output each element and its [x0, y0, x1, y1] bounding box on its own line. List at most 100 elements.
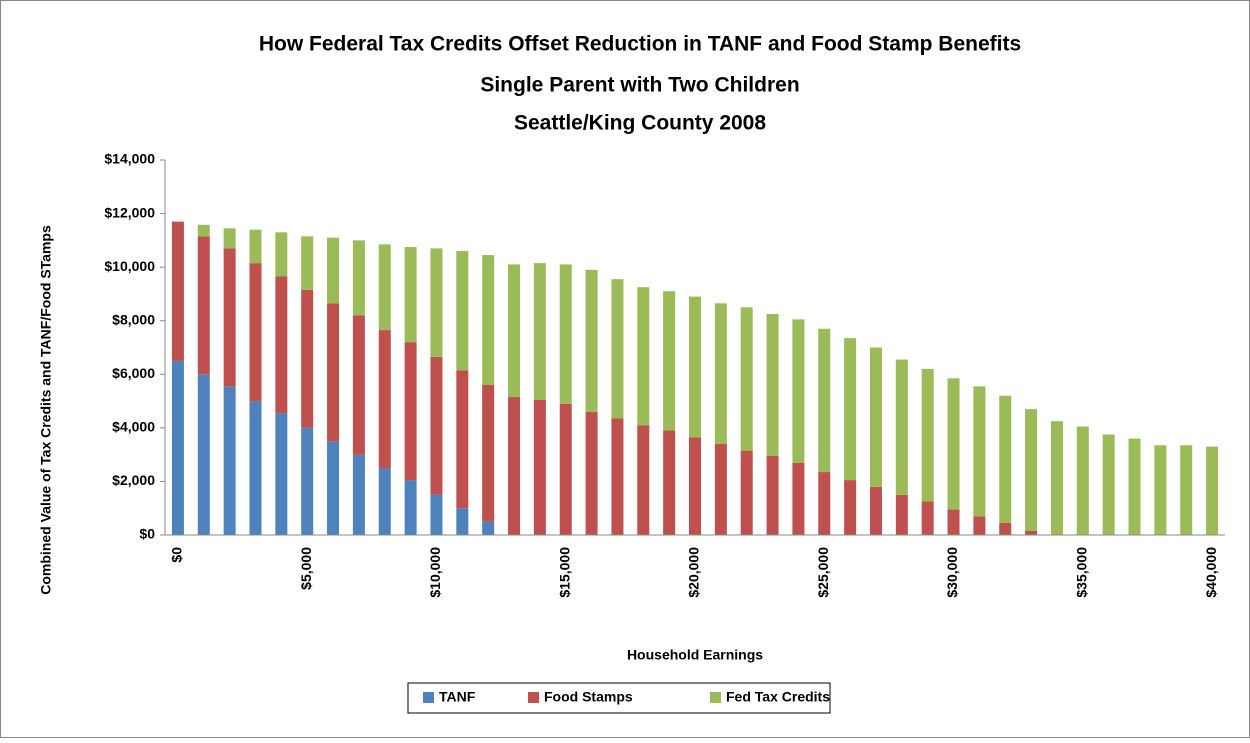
bar-segment — [249, 229, 262, 264]
bar-segment — [1206, 446, 1219, 535]
bar-segment — [714, 443, 727, 535]
y-tick-label: $10,000 — [104, 258, 155, 274]
y-tick-label: $8,000 — [112, 311, 155, 327]
bar-segment — [637, 287, 650, 426]
bar-segment — [404, 247, 417, 343]
bar-segment — [508, 264, 521, 398]
y-tick-label: $2,000 — [112, 472, 155, 488]
bar-segment — [740, 450, 753, 535]
x-tick-label: $5,000 — [298, 547, 314, 590]
bar-segment — [223, 386, 236, 535]
bar-segment — [844, 338, 857, 481]
bar-segment — [508, 397, 521, 535]
bar-segment — [818, 328, 831, 473]
chart-subtitle: Seattle/King County 2008 — [514, 112, 766, 135]
bar-segment — [197, 224, 210, 237]
bar-segment — [766, 314, 779, 456]
bar-segment — [430, 356, 443, 495]
bar-segment — [947, 509, 960, 535]
y-tick-label: $12,000 — [104, 204, 155, 220]
x-tick-label: $30,000 — [944, 547, 960, 598]
bar-segment — [456, 370, 469, 509]
bar-segment — [404, 480, 417, 535]
bar-segment — [482, 521, 495, 535]
bar-segment — [197, 236, 210, 375]
bar-segment — [921, 501, 934, 535]
bar-segment — [301, 427, 314, 535]
bar-segment — [430, 494, 443, 535]
bar-segment — [1076, 426, 1089, 535]
bar-segment — [223, 228, 236, 249]
bar-segment — [973, 516, 986, 535]
bar-segment — [999, 395, 1012, 523]
y-axis-label: Combined Value of Tax Credits and TANF/F… — [38, 225, 54, 595]
bar-segment — [404, 342, 417, 481]
bar-segment — [585, 269, 598, 412]
bar-segment — [482, 255, 495, 385]
bar-segment — [611, 418, 624, 535]
bar-segment — [740, 307, 753, 451]
x-tick-label: $15,000 — [556, 547, 572, 598]
bar-segment — [223, 248, 236, 387]
bar-segment — [559, 264, 572, 404]
bar-segment — [1154, 445, 1167, 535]
bar-segment — [689, 437, 701, 535]
bar-segment — [249, 401, 262, 535]
bar-segment — [197, 374, 210, 535]
legend-swatch — [710, 692, 721, 703]
bar-segment — [869, 486, 882, 535]
bar-segment — [482, 385, 495, 522]
bar-segment — [844, 480, 857, 535]
bar-segment — [559, 403, 572, 535]
bar-segment — [689, 296, 701, 438]
bar-segment — [533, 399, 546, 535]
legend-swatch — [528, 692, 539, 703]
bar-segment — [275, 276, 288, 414]
legend-label: TANF — [439, 689, 476, 705]
bar-segment — [327, 303, 340, 442]
chart-title: How Federal Tax Credits Offset Reduction… — [259, 33, 1021, 56]
bar-segment — [327, 237, 340, 304]
legend-box — [407, 682, 831, 714]
bar-segment — [1025, 409, 1038, 531]
x-tick-label: $20,000 — [686, 547, 702, 598]
bar-segment — [378, 244, 391, 331]
bar-segment — [378, 468, 391, 535]
bar-segment — [792, 319, 805, 463]
bar-segment — [430, 248, 443, 357]
bar-segment — [301, 289, 314, 428]
y-tick-label: $0 — [139, 526, 155, 542]
x-tick-label: $0 — [169, 547, 185, 563]
bar-segment — [869, 347, 882, 487]
bar-segment — [1050, 421, 1063, 535]
bar-segment — [456, 251, 469, 371]
bar-segment — [352, 240, 365, 316]
bar-segment — [1180, 445, 1193, 535]
bar-segment — [352, 315, 365, 455]
bar-segment — [249, 263, 262, 402]
bar-segment — [714, 303, 727, 444]
bar-segment — [947, 378, 960, 510]
y-tick-label: $4,000 — [112, 419, 155, 435]
bar-segment — [352, 454, 365, 535]
legend-label: Fed Tax Credits — [726, 689, 830, 705]
bar-segment — [1025, 530, 1038, 535]
bar-segment — [171, 221, 184, 361]
x-tick-label: $40,000 — [1203, 547, 1219, 598]
bar-segment — [818, 472, 831, 535]
bar-segment — [585, 411, 598, 535]
x-tick-label: $10,000 — [427, 547, 443, 598]
bar-segment — [456, 508, 469, 535]
bar-segment — [921, 368, 934, 502]
bar-segment — [378, 330, 391, 469]
x-tick-label: $35,000 — [1074, 547, 1090, 598]
bar-segment — [895, 359, 908, 495]
bar-segment — [171, 360, 184, 535]
y-tick-label: $6,000 — [112, 365, 155, 381]
y-tick-label: $14,000 — [104, 151, 155, 167]
bar-segment — [301, 236, 314, 290]
bar-segment — [663, 291, 676, 431]
bar-segment — [275, 413, 288, 535]
bar-segment — [275, 232, 288, 277]
